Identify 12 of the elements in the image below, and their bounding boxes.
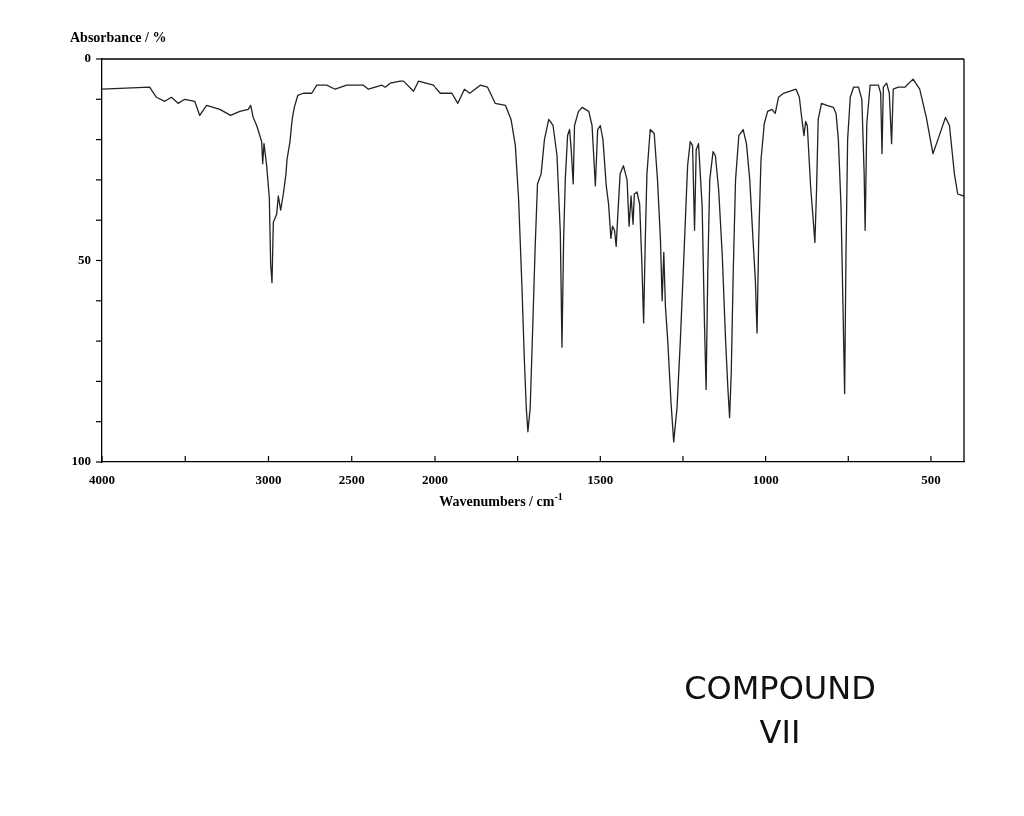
x-tick-label: 1000 [752, 472, 779, 488]
y-tick-label: 100 [71, 453, 91, 469]
x-tick-label: 500 [921, 472, 941, 488]
y-axis-title: Absorbance / % [70, 30, 167, 45]
x-tick-label: 2500 [338, 472, 365, 488]
text: COMPOUND VII [683, 668, 877, 753]
x-tick-label: 2000 [422, 472, 448, 488]
x-tick-label: 3000 [255, 472, 282, 488]
x-tick-label: 4000 [89, 472, 115, 488]
x-tick-label: 1500 [587, 472, 614, 488]
y-tick-label: 50 [78, 251, 91, 267]
y-tick-label: 0 [84, 50, 91, 66]
